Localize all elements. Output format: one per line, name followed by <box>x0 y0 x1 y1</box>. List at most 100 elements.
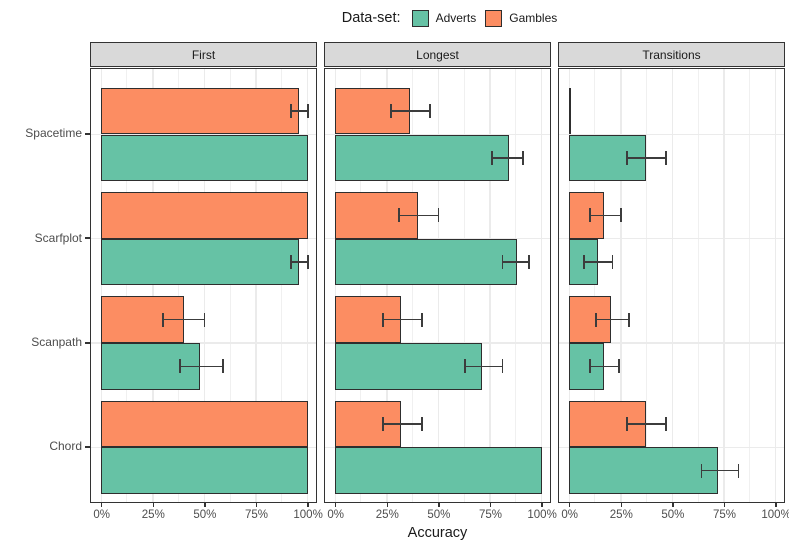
legend-item-gambles: Gambles <box>485 9 558 27</box>
error-bar <box>701 469 739 472</box>
gridline <box>463 69 465 502</box>
gridline <box>646 69 648 502</box>
gridline <box>515 69 517 502</box>
gridline <box>749 69 751 502</box>
gridline <box>100 69 102 502</box>
error-bar-cap <box>290 104 293 119</box>
bar-adverts <box>569 447 718 494</box>
x-axis-tick <box>386 503 389 507</box>
bar-adverts <box>101 447 308 494</box>
y-label-scarfplot: Scarfplot <box>34 231 82 245</box>
gridline <box>620 69 622 502</box>
error-bar-cap <box>491 150 493 165</box>
error-bar-cap <box>421 312 423 327</box>
facet-longest: Longest <box>324 42 551 503</box>
legend-item-adverts: Adverts <box>411 9 477 27</box>
error-bar <box>399 214 439 217</box>
legend-label-adverts: Adverts <box>435 11 477 25</box>
x-tick-label: 100% <box>293 509 323 521</box>
gridline <box>325 446 550 448</box>
bar-adverts <box>335 134 509 182</box>
x-axis-tick <box>152 503 155 507</box>
facet-columns: First Longest Transitions <box>90 42 785 503</box>
x-tick-label: 100% <box>761 509 789 521</box>
bar-adverts <box>335 238 517 286</box>
error-bar-cap <box>626 416 628 431</box>
gridline <box>386 69 388 502</box>
x-axis-tick <box>620 503 623 507</box>
x-tick-label: 50% <box>661 509 685 521</box>
error-bar-cap <box>665 150 668 165</box>
legend-label-gambles: Gambles <box>509 11 558 25</box>
gridline <box>91 446 316 448</box>
facet-transitions: Transitions <box>558 42 785 503</box>
error-bar-cap <box>620 208 622 223</box>
error-bar-cap <box>501 359 504 374</box>
error-bar-cap <box>429 104 432 119</box>
x-axis-tick <box>334 503 337 507</box>
gambles-swatch-icon <box>485 9 503 27</box>
error-bar-cap <box>737 463 740 478</box>
bar-gambles <box>569 87 571 135</box>
gridline <box>568 69 570 502</box>
panel-longest <box>324 68 551 503</box>
gridline <box>229 69 231 502</box>
bar-adverts <box>335 343 482 390</box>
error-bar <box>502 261 530 263</box>
y-axis-tick <box>85 446 90 448</box>
error-bar-cap <box>589 359 591 374</box>
x-axis-tick <box>307 503 309 507</box>
error-bar <box>627 157 667 159</box>
error-bar-cap <box>306 255 309 270</box>
gridline <box>559 238 784 240</box>
error-bar-cap <box>421 416 423 431</box>
gridline <box>697 69 699 502</box>
legend-title: Data-set: <box>341 10 401 26</box>
x-tick-label: 50% <box>193 509 217 521</box>
error-bar-cap <box>522 150 524 165</box>
gridline <box>91 342 316 344</box>
gridline <box>489 69 491 502</box>
error-bar-cap <box>222 359 224 374</box>
gridline <box>325 133 550 136</box>
x-axis-tick <box>723 503 726 507</box>
y-label-spacetime: Spacetime <box>25 126 82 140</box>
error-bar-cap <box>464 359 467 374</box>
x-tick-label: 25% <box>141 509 165 521</box>
x-tick-label: 0% <box>93 509 110 521</box>
x-axis-tick <box>489 503 492 507</box>
gridline <box>559 133 784 136</box>
error-bar-cap <box>306 104 309 119</box>
error-bar-cap <box>626 150 628 165</box>
error-bar <box>382 423 422 425</box>
x-axis-title: Accuracy <box>407 525 468 541</box>
gridline <box>671 69 674 502</box>
error-bar-cap <box>290 255 293 270</box>
gridline <box>152 69 154 502</box>
bar-gambles <box>101 400 308 448</box>
x-axis-tick <box>100 503 103 507</box>
error-bar <box>291 110 308 112</box>
error-bar-cap <box>501 255 504 270</box>
gridline <box>307 69 309 502</box>
facet-strip-first: First <box>90 42 317 67</box>
error-bar <box>589 365 619 368</box>
gridline <box>775 69 777 502</box>
gridline <box>334 69 336 502</box>
error-bar <box>391 110 431 112</box>
x-tick-label: 75% <box>244 509 269 521</box>
gridline <box>559 446 784 448</box>
x-tick-label: 75% <box>712 509 737 521</box>
bar-gambles <box>101 87 300 135</box>
y-axis-tick <box>85 342 90 344</box>
error-bar <box>382 318 422 321</box>
error-bar-cap <box>381 312 384 327</box>
adverts-swatch-icon <box>411 9 429 27</box>
gridline <box>91 133 316 136</box>
gridline <box>203 69 206 502</box>
error-bar <box>465 365 503 368</box>
bar-adverts <box>101 134 308 182</box>
error-bar-cap <box>589 208 591 223</box>
y-label-scanpath: Scanpath <box>31 335 82 349</box>
